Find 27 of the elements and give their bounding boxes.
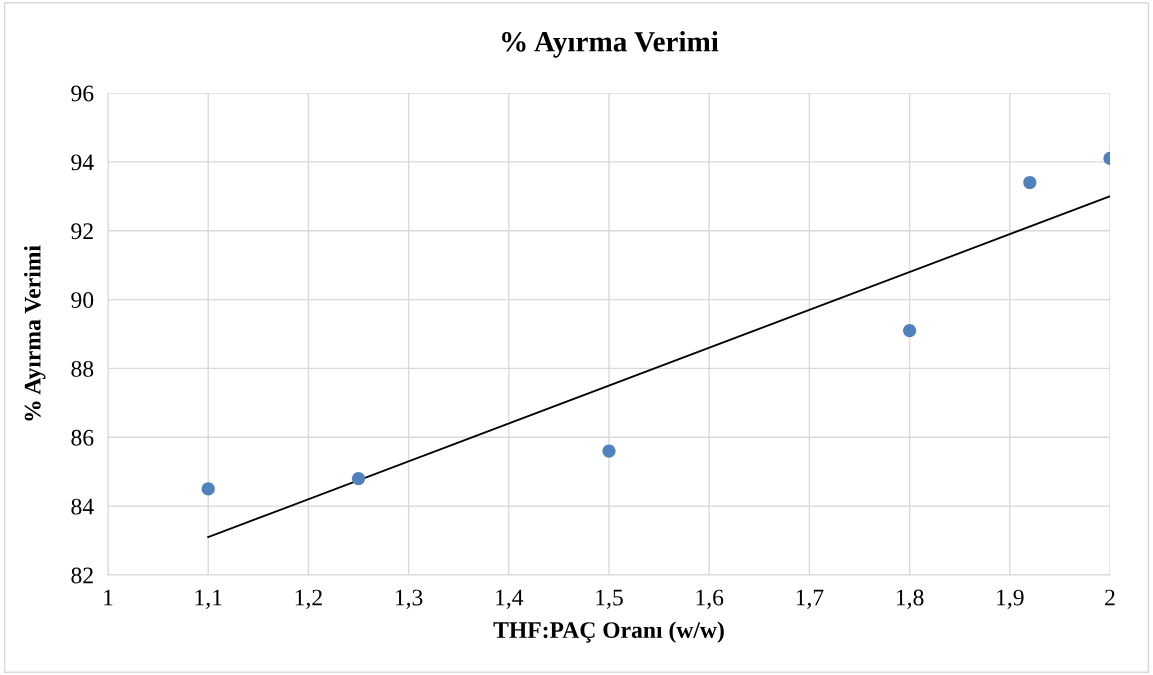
y-tick-label: 82 <box>71 567 93 584</box>
y-tick-label: 92 <box>71 223 93 240</box>
x-tick-label: 1,3 <box>395 589 423 609</box>
point <box>903 323 917 338</box>
x-tick-label: 1,6 <box>696 589 724 609</box>
x-tick-label: 1 <box>104 589 113 606</box>
y-axis-title: % Ayırma Verimi <box>24 245 46 421</box>
y-tick-label: 84 <box>71 498 94 515</box>
x-tick-label: 1,5 <box>596 589 623 609</box>
y-tick-label: 96 <box>71 85 94 102</box>
y-tick-label: 88 <box>71 360 94 377</box>
x-tick-label: 1,4 <box>496 589 524 609</box>
point <box>602 444 616 458</box>
x-tick-label: 1,9 <box>997 589 1024 609</box>
x-axis-title: THF:PAÇ Oranı (w/w) <box>493 621 724 643</box>
chart-title: % Ayırma Verimi <box>502 31 719 58</box>
x-tick-label: 1,1 <box>195 589 222 609</box>
y-tick-label: 94 <box>71 154 94 171</box>
x-tick-label: 1,7 <box>796 589 824 609</box>
point <box>1023 175 1037 190</box>
x-tick-label: 2 <box>1105 589 1115 606</box>
y-tick-label: 86 <box>71 429 94 446</box>
point <box>351 472 366 486</box>
point <box>201 482 215 496</box>
y-tick-label: 90 <box>71 292 94 308</box>
x-tick-label: 1,8 <box>896 589 924 609</box>
x-tick-label: 1,2 <box>295 589 322 609</box>
